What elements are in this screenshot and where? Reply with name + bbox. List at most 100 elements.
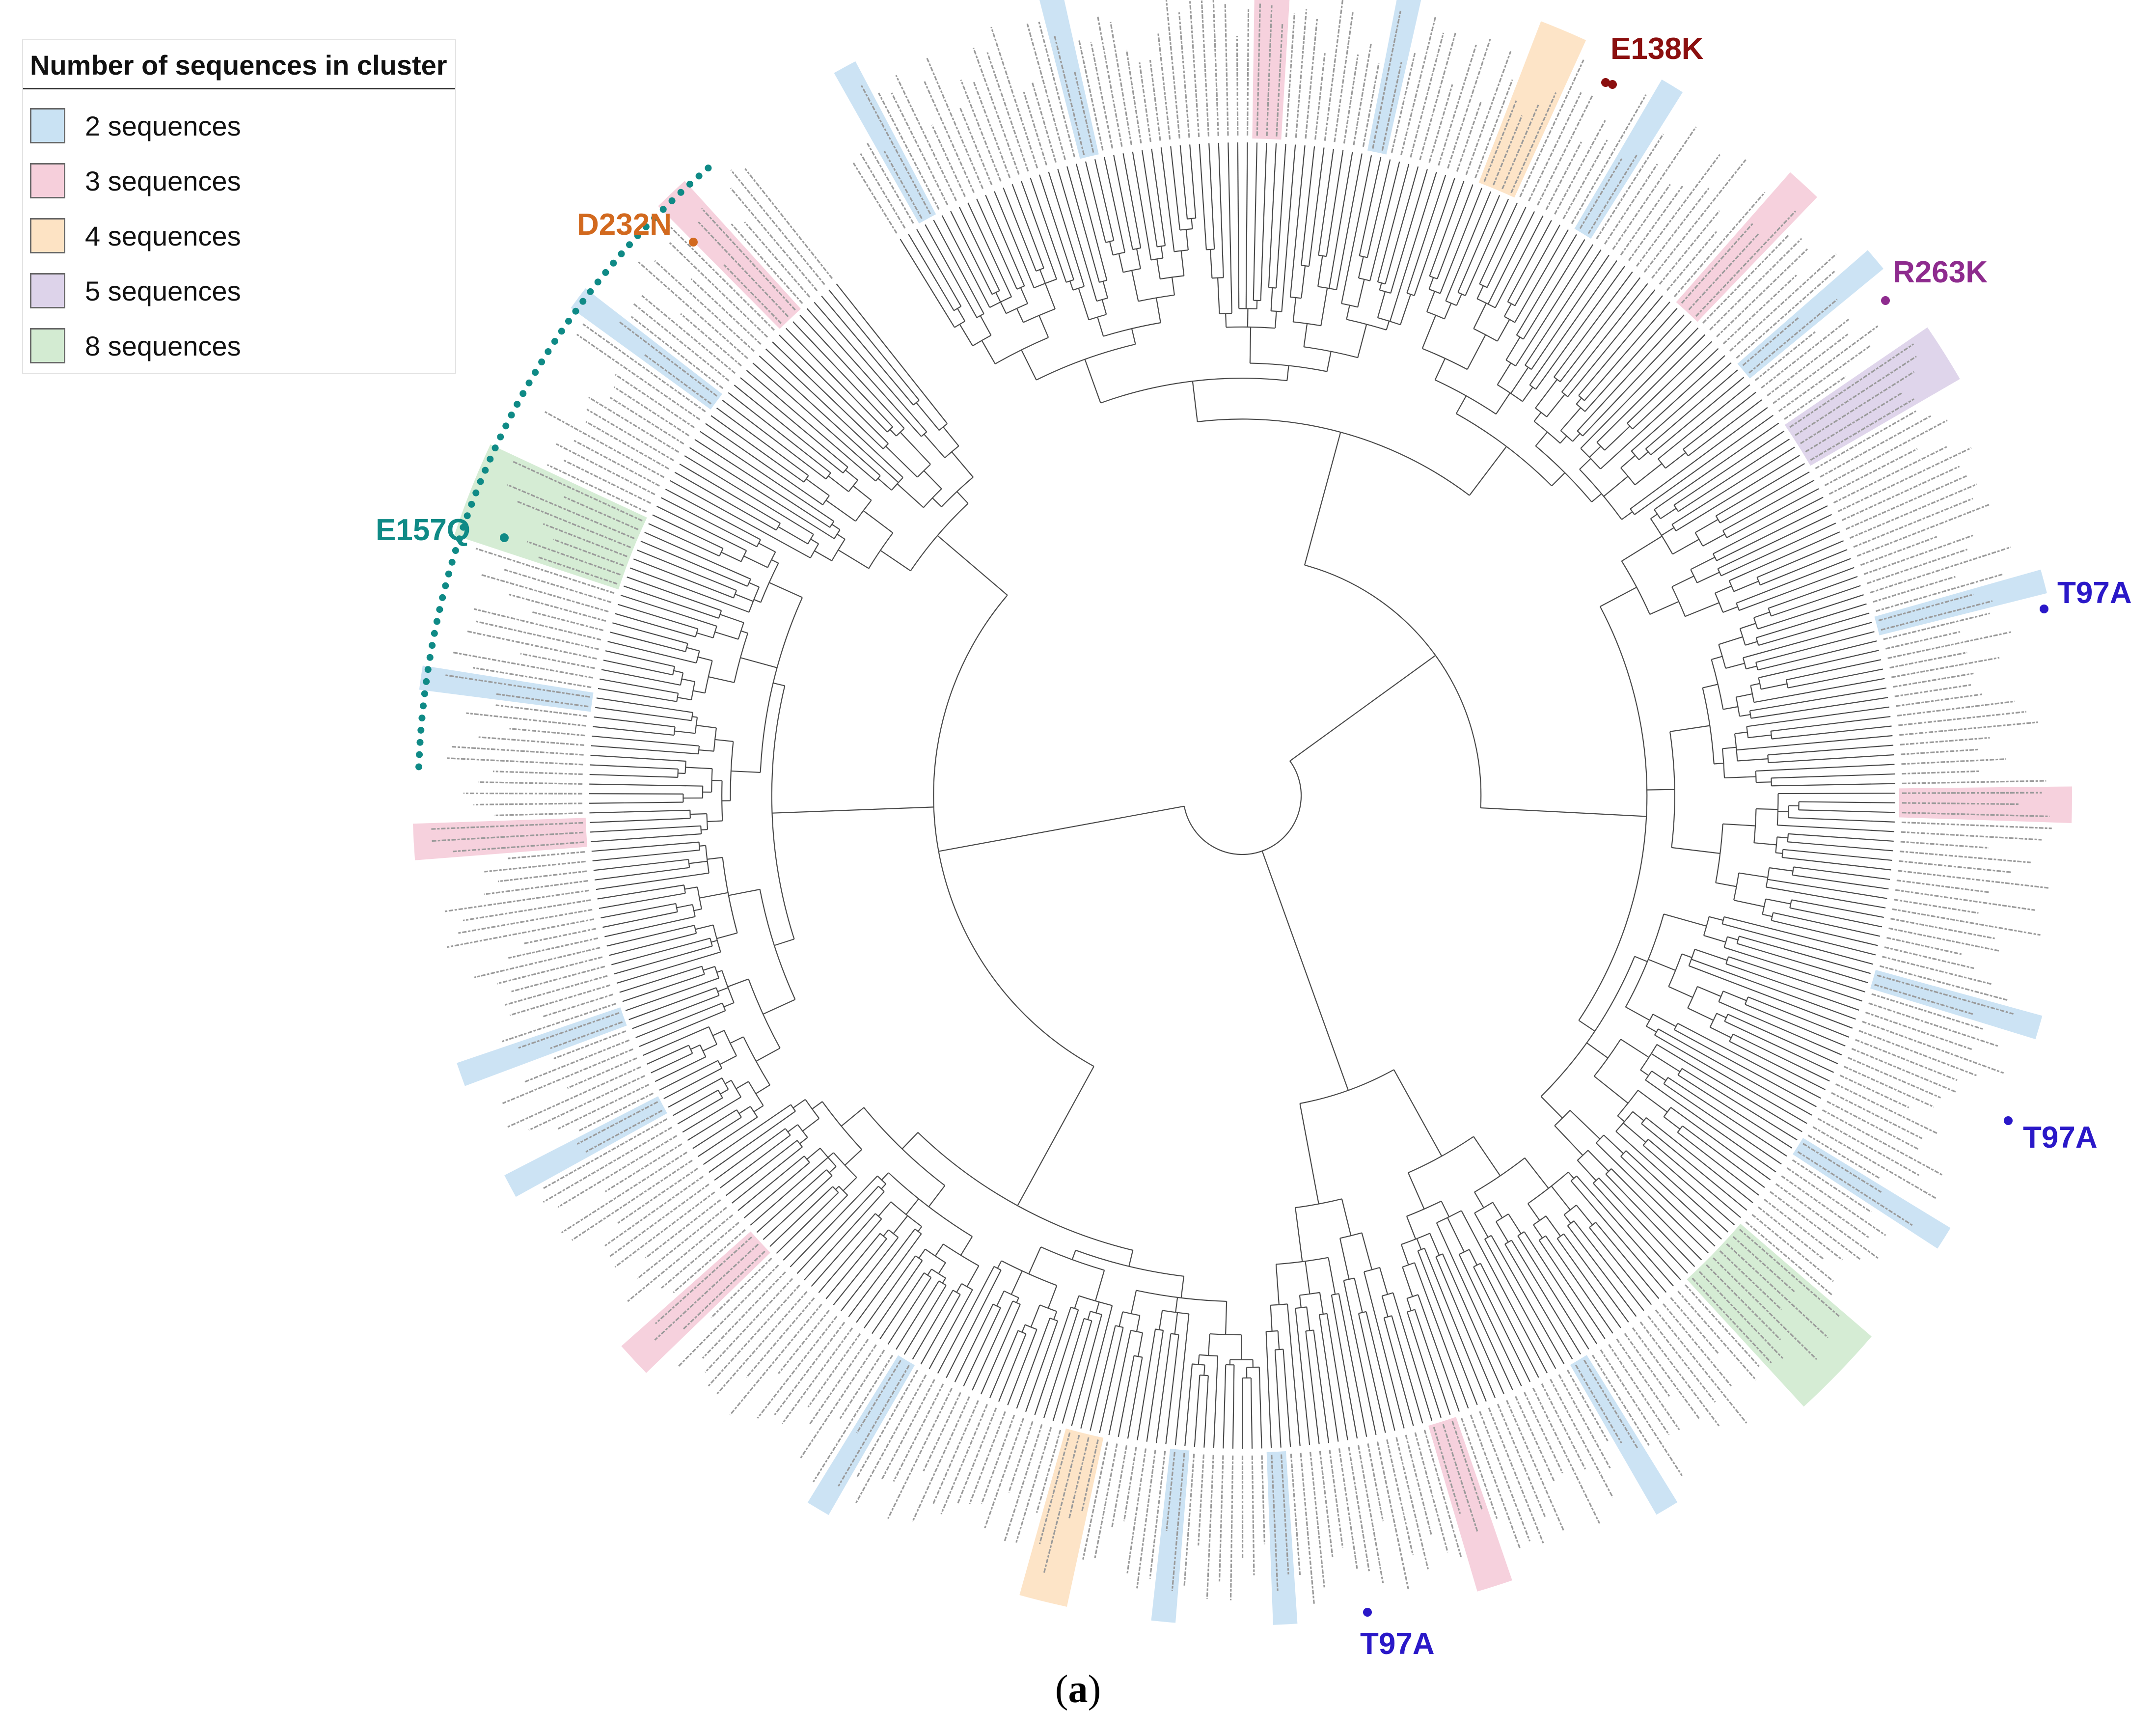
branch	[1645, 1079, 1776, 1173]
branch	[752, 362, 881, 476]
branch	[1755, 764, 1895, 772]
branch	[900, 239, 955, 328]
branch	[1004, 1290, 1019, 1298]
branch	[1687, 986, 1698, 1009]
branch	[1320, 288, 1328, 326]
branch	[710, 415, 804, 483]
branch	[1401, 1233, 1430, 1245]
tip-label	[571, 1159, 693, 1241]
branch	[1584, 308, 1678, 412]
branch	[1727, 1014, 1838, 1064]
mutation-dot	[602, 269, 609, 276]
branch	[891, 477, 903, 491]
tip-label	[463, 792, 583, 795]
tip-label	[1655, 1309, 1747, 1424]
tip-label	[484, 880, 588, 895]
branch	[705, 423, 823, 505]
branch	[622, 973, 705, 1002]
branch	[1632, 1111, 1644, 1121]
tip-label	[496, 956, 603, 985]
branch	[1755, 631, 1875, 663]
branch	[697, 1116, 758, 1157]
branch	[1634, 956, 1648, 963]
branch	[1690, 569, 1698, 583]
mutation-dot	[468, 500, 475, 508]
branch	[1745, 641, 1758, 646]
branch	[1099, 279, 1107, 283]
branch	[828, 289, 920, 401]
branch	[1299, 1295, 1302, 1308]
branch	[756, 1047, 781, 1062]
branch	[737, 1156, 805, 1211]
branch	[1105, 240, 1114, 243]
legend-item-4: 4 sequences	[23, 208, 455, 263]
branch	[908, 234, 955, 311]
branch	[903, 1285, 947, 1355]
branch	[1739, 567, 1855, 611]
branch	[1697, 986, 1721, 997]
branch	[1473, 328, 1498, 342]
branch	[1746, 665, 1757, 670]
branch	[1038, 174, 1074, 280]
branch	[665, 489, 761, 540]
branch	[721, 970, 735, 1003]
branch	[1767, 879, 1887, 899]
tip-label	[1716, 248, 1808, 337]
mutation-label: E157Q	[376, 513, 470, 547]
branch	[680, 672, 684, 686]
tip-label	[808, 1339, 869, 1426]
branch	[1406, 1312, 1442, 1418]
tip-label	[1815, 410, 1916, 469]
branch	[1533, 1215, 1547, 1225]
tip-label	[1748, 299, 1838, 374]
tip-label	[1157, 33, 1171, 140]
branch	[679, 463, 781, 524]
branch	[914, 1228, 922, 1235]
branch	[1729, 531, 1840, 581]
mutation-label: T97A	[2057, 576, 2132, 610]
branch	[1642, 1145, 1735, 1226]
branch	[589, 783, 703, 787]
branch	[1711, 656, 1723, 660]
branch	[1563, 1214, 1571, 1224]
branch	[725, 1140, 798, 1196]
tip-label	[1290, 1454, 1301, 1575]
tip-label	[1224, 4, 1229, 136]
branch	[1104, 157, 1126, 252]
branch	[1696, 572, 1720, 583]
branch	[734, 385, 844, 473]
tip-label	[452, 651, 593, 679]
branch	[1507, 220, 1552, 302]
branch	[727, 978, 749, 988]
branch	[885, 445, 918, 478]
tip-label	[852, 162, 898, 234]
branch	[1319, 1313, 1327, 1316]
branch	[1525, 249, 1602, 366]
branch	[1444, 303, 1452, 319]
branch	[1756, 577, 1761, 585]
tip-label	[1761, 318, 1850, 389]
branch	[925, 224, 978, 318]
tip-label	[1433, 1427, 1461, 1514]
branch	[722, 857, 738, 934]
branch	[828, 475, 849, 492]
branch	[1771, 920, 1878, 946]
branch	[1497, 319, 1510, 342]
tip-label	[1386, 1439, 1414, 1555]
tip-label	[1713, 1257, 1817, 1360]
tip-label	[511, 460, 643, 522]
mutation-label: R263K	[1893, 255, 1988, 289]
branch	[691, 712, 693, 721]
branch	[1075, 164, 1108, 280]
branch	[1151, 257, 1163, 261]
mutation-dot	[421, 690, 428, 697]
branch	[1674, 1029, 1817, 1107]
branch	[1621, 511, 1633, 520]
tip-label	[617, 1167, 698, 1224]
tip-label	[1090, 41, 1114, 149]
branch	[1386, 321, 1390, 331]
branch	[753, 599, 761, 603]
tip-label	[757, 1316, 838, 1419]
branch	[1473, 303, 1487, 329]
tip-label	[613, 386, 690, 437]
